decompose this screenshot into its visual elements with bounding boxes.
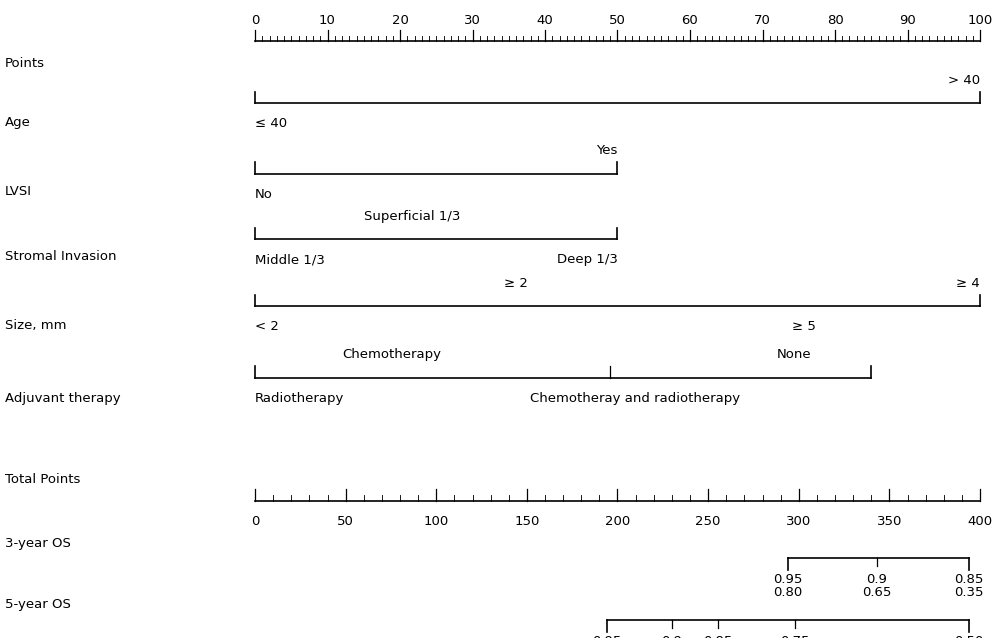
Text: 30: 30 [464, 15, 481, 27]
Text: 0.50: 0.50 [954, 635, 984, 638]
Text: 50: 50 [609, 15, 626, 27]
Text: 0.9: 0.9 [867, 573, 887, 586]
Text: 250: 250 [695, 515, 721, 528]
Text: Adjuvant therapy: Adjuvant therapy [5, 392, 121, 405]
Text: 150: 150 [514, 515, 540, 528]
Text: 400: 400 [967, 515, 993, 528]
Text: 0.9: 0.9 [661, 635, 682, 638]
Text: 20: 20 [392, 15, 408, 27]
Text: Chemotherapy: Chemotherapy [342, 348, 441, 361]
Text: Superficial 1/3: Superficial 1/3 [364, 210, 460, 223]
Text: ≤ 40: ≤ 40 [255, 117, 287, 130]
Text: 0.95: 0.95 [773, 573, 803, 586]
Text: < 2: < 2 [255, 320, 279, 333]
Text: Deep 1/3: Deep 1/3 [557, 253, 617, 266]
Text: > 40: > 40 [948, 74, 980, 87]
Text: Points: Points [5, 57, 45, 70]
Text: 0.85: 0.85 [954, 573, 984, 586]
Text: 0: 0 [251, 515, 259, 528]
Text: 0.85: 0.85 [703, 635, 732, 638]
Text: No: No [255, 188, 273, 200]
Text: Radiotherapy: Radiotherapy [255, 392, 344, 404]
Text: Age: Age [5, 116, 31, 129]
Text: Middle 1/3: Middle 1/3 [255, 253, 325, 266]
Text: 200: 200 [605, 515, 630, 528]
Text: None: None [777, 348, 812, 361]
Text: Total Points: Total Points [5, 473, 80, 486]
Text: 300: 300 [786, 515, 811, 528]
Text: 3-year OS: 3-year OS [5, 537, 71, 550]
Text: ≥ 4: ≥ 4 [956, 277, 980, 290]
Text: 0: 0 [251, 15, 259, 27]
Text: Stromal Invasion: Stromal Invasion [5, 250, 116, 263]
Text: 90: 90 [899, 15, 916, 27]
Text: 10: 10 [319, 15, 336, 27]
Text: 350: 350 [877, 515, 902, 528]
Text: 0.95: 0.95 [592, 635, 621, 638]
Text: 100: 100 [967, 15, 993, 27]
Text: ≥ 5: ≥ 5 [792, 320, 815, 333]
Text: 50: 50 [337, 515, 354, 528]
Text: Chemotheray and radiotherapy: Chemotheray and radiotherapy [530, 392, 741, 404]
Text: 60: 60 [682, 15, 698, 27]
Text: ≥ 2: ≥ 2 [504, 277, 528, 290]
Text: Size, mm: Size, mm [5, 319, 66, 332]
Text: 5-year OS: 5-year OS [5, 598, 71, 611]
Text: 40: 40 [537, 15, 553, 27]
Text: 0.35: 0.35 [954, 586, 984, 599]
Text: 100: 100 [424, 515, 449, 528]
Text: 70: 70 [754, 15, 771, 27]
Text: 80: 80 [827, 15, 843, 27]
Text: LVSI: LVSI [5, 185, 32, 198]
Text: 0.65: 0.65 [862, 586, 892, 599]
Text: 0.80: 0.80 [773, 586, 802, 599]
Text: Yes: Yes [596, 144, 617, 157]
Text: 0.75: 0.75 [780, 635, 810, 638]
